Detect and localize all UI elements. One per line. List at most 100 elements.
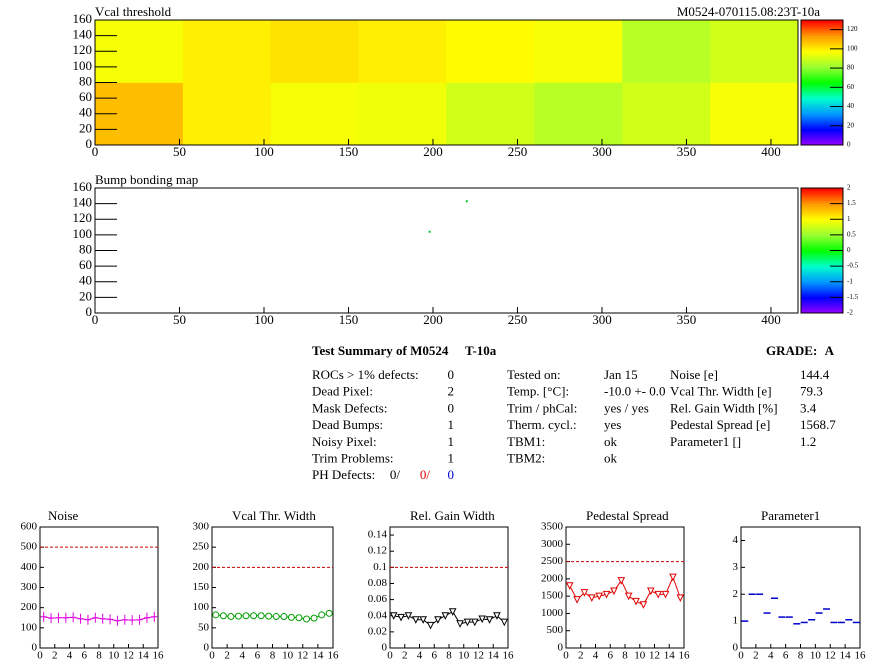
chart-title: Vcal Thr. Width [232, 508, 316, 523]
colorbar-cell [801, 95, 843, 98]
x-tick-label: 200 [423, 312, 443, 327]
heatmap-cell [182, 82, 272, 146]
colorbar-cell [801, 221, 843, 224]
marker [595, 592, 603, 601]
marker [389, 612, 398, 620]
colorbar-cell [801, 74, 843, 77]
colorbar-cell [801, 242, 843, 245]
x-tick-label: 16 [153, 650, 165, 662]
result-value: 144.4 [800, 367, 830, 382]
colorbar-cell [801, 206, 843, 210]
frame [389, 526, 509, 649]
colorbar-cell [801, 126, 843, 129]
colorbar-cell [801, 115, 843, 119]
marker [242, 612, 250, 620]
z-tick-label: -1 [847, 277, 853, 285]
colorbar-cell [801, 47, 843, 50]
marker [143, 612, 150, 623]
y-tick-label: 100 [193, 601, 210, 613]
marker [129, 615, 136, 626]
y-tick-label: 3000 [541, 538, 564, 550]
y-tick-label: 60 [79, 257, 92, 272]
colorbar-cell [801, 132, 843, 136]
heatmap-cell [182, 20, 272, 83]
colorbar-cell [801, 263, 843, 266]
colorbar-cell [801, 204, 843, 208]
result-label: Pedestal Spread [e] [670, 417, 770, 432]
defect-label: Noisy Pixel: [312, 434, 377, 449]
colorbar-cell [801, 130, 843, 133]
frame [211, 526, 334, 649]
marker [257, 612, 265, 620]
colorbar-cell [801, 217, 843, 220]
x-tick-label: 8 [798, 650, 804, 662]
heatmap-cell [358, 82, 447, 146]
condition-label: Temp. [°C]: [507, 384, 569, 399]
colorbar-cell [801, 92, 843, 96]
x-tick-label: 14 [840, 650, 852, 662]
colorbar-cell [801, 306, 843, 310]
colorbar-cell [801, 34, 843, 38]
colorbar-cell [801, 84, 843, 88]
colorbar-cell [801, 40, 843, 44]
defect-value: 2 [448, 384, 455, 399]
marker [303, 615, 311, 623]
colorbar-cell [801, 53, 843, 56]
marker [136, 614, 143, 625]
condition-value: -10.0 +- 0.0 [604, 384, 666, 399]
x-tick-label: 200 [423, 144, 443, 159]
colorbar-cell [801, 202, 843, 206]
x-tick-label: 4 [417, 650, 423, 662]
chart-subtitle: M0524-070115.08:23T-10a [677, 4, 820, 19]
colorbar-cell [801, 101, 843, 104]
colorbar-cell [801, 290, 843, 293]
x-tick-label: 250 [508, 144, 528, 159]
z-tick-label: 120 [847, 25, 858, 33]
x-tick-label: 6 [783, 650, 789, 662]
colorbar-cell [801, 51, 843, 54]
condition-value: yes / yes [604, 400, 649, 415]
colorbar-cell [801, 233, 843, 237]
z-tick-label: -0.5 [847, 262, 859, 270]
marker [77, 613, 84, 624]
condition-label: Therm. cycl.: [507, 417, 577, 432]
colorbar-cell [801, 70, 843, 73]
marker [280, 613, 288, 621]
x-tick-label: 12 [649, 650, 660, 662]
y-tick-label: 0.1 [373, 561, 387, 573]
x-tick-label: 6 [82, 650, 88, 662]
y-tick-label: 0.04 [368, 609, 388, 621]
marker [456, 620, 464, 628]
marker [114, 615, 121, 626]
marker [227, 613, 235, 621]
x-tick-label: 8 [96, 650, 102, 662]
x-tick-label: 8 [622, 650, 628, 662]
marker [404, 612, 413, 620]
defect-label: Trim Problems: [312, 450, 394, 465]
y-tick-label: 0 [382, 642, 388, 654]
colorbar-cell [801, 117, 843, 121]
marker [318, 611, 326, 619]
marker [212, 611, 220, 619]
chart-title: Vcal threshold [95, 4, 172, 19]
x-tick-label: 4 [593, 650, 599, 662]
colorbar-cell [801, 288, 843, 291]
x-tick-label: 12 [297, 650, 308, 662]
colorbar-frame [800, 19, 844, 146]
colorbar-cell [801, 277, 843, 281]
x-tick-label: 16 [855, 650, 867, 662]
colorbar-cell [801, 88, 843, 92]
x-tick-label: 300 [592, 312, 612, 327]
ph-label: PH Defects: [312, 467, 375, 482]
x-tick-label: 10 [108, 650, 120, 662]
x-tick-label: 4 [768, 650, 774, 662]
colorbar-cell [801, 36, 843, 40]
colorbar-cell [801, 238, 843, 241]
defect-value: 0 [448, 367, 455, 382]
x-tick-label: 4 [240, 650, 246, 662]
colorbar-cell [801, 72, 843, 75]
colorbar-cell [801, 140, 843, 144]
colorbar-cell [801, 124, 843, 127]
y-tick-label: 500 [21, 541, 38, 553]
y-tick-label: 20 [79, 288, 92, 303]
